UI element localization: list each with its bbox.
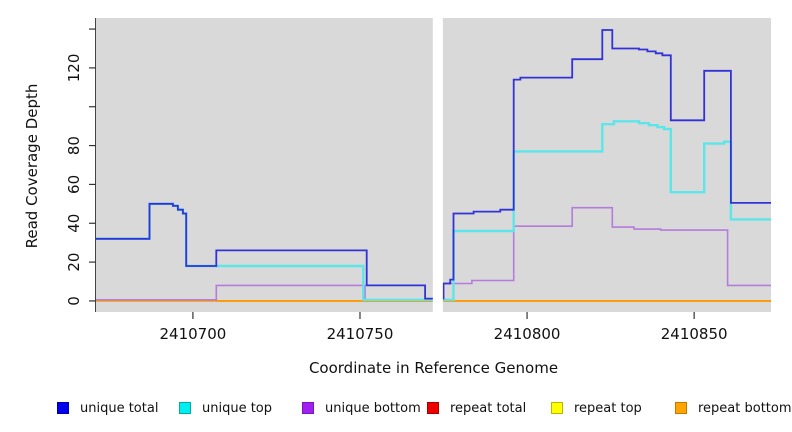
legend-item-unique-total: unique total (57, 399, 158, 417)
legend-swatch-icon (427, 402, 439, 414)
legend-swatch-icon (675, 402, 687, 414)
y-tick-label: 40 (65, 214, 83, 233)
x-tick-label: 2410850 (661, 325, 728, 343)
series-line-unique-bottom (96, 206, 771, 301)
legend-swatch-icon (551, 402, 563, 414)
legend-item-repeat-top: repeat top (551, 399, 642, 417)
legend-label: unique total (80, 400, 159, 416)
y-tick-label: 20 (65, 253, 83, 272)
legend-swatch-icon (57, 402, 69, 414)
coverage-plot: 2410700 2410750 2410800 2410850 0 20 40 60 80 120 (65, 17, 771, 343)
legend-item-repeat-bottom: repeat bottom (675, 399, 792, 417)
series-line-unique-total (96, 29, 771, 300)
legend: unique total unique top unique bottom repea… (0, 399, 792, 423)
legend-label: repeat total (450, 400, 527, 416)
y-tick-label: 120 (65, 54, 83, 83)
legend-swatch-icon (179, 402, 191, 414)
y-tick-label: 80 (65, 136, 83, 155)
x-axis-title: Coordinate in Reference Genome (308, 359, 559, 377)
x-tick-label: 2410800 (494, 325, 561, 343)
legend-item-unique-top: unique top (179, 399, 272, 417)
legend-label: unique top (202, 400, 273, 416)
y-axis-title: Read Coverage Depth (23, 83, 41, 249)
coverage-gap-band (432, 17, 443, 313)
legend-swatch-icon (302, 402, 314, 414)
legend-item-unique-bottom: unique bottom (302, 399, 421, 417)
y-tick-label: 0 (65, 296, 83, 306)
y-tick-label: 60 (65, 175, 83, 194)
x-tick-label: 2410700 (159, 325, 226, 343)
legend-label: repeat bottom (698, 400, 792, 416)
legend-label: unique bottom (325, 400, 421, 416)
x-tick-label: 2410750 (327, 325, 394, 343)
legend-label: repeat top (574, 400, 642, 416)
legend-item-repeat-total: repeat total (427, 399, 526, 417)
